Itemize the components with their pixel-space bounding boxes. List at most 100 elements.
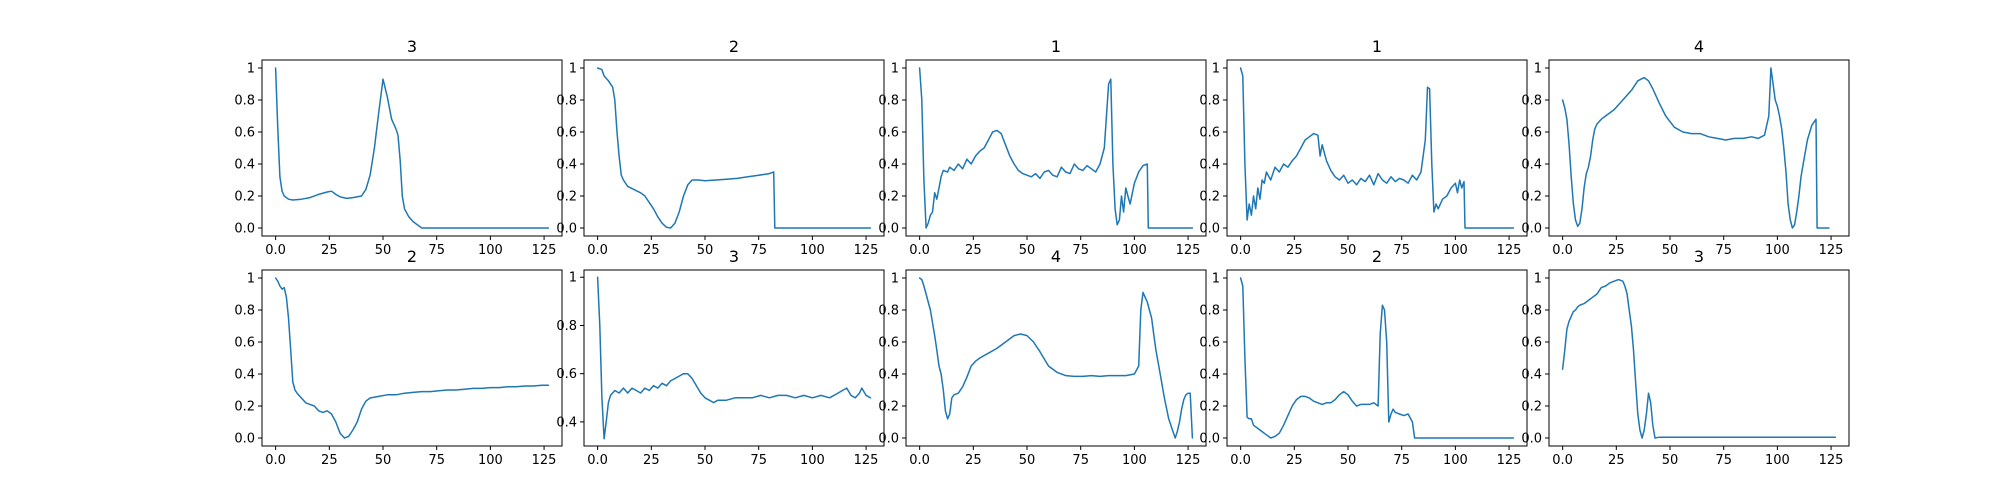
subplot-title: 1	[1372, 37, 1382, 56]
x-tick-label: 75	[1393, 453, 1410, 468]
x-tick-label: 125	[532, 243, 557, 258]
y-tick-label: 0.6	[878, 336, 899, 351]
axes-frame	[905, 59, 1207, 237]
y-tick-label: 0.4	[1199, 158, 1220, 173]
y-tick-label: 0.6	[1199, 336, 1220, 351]
axes-frame	[1226, 269, 1528, 447]
y-tick-label: 0.2	[1521, 190, 1542, 205]
x-tick-label: 100	[478, 453, 503, 468]
subplot-2: 2 0.0 25 50 75 100 125 0.0 0.2 0.4 0.6 0.8 1	[556, 37, 885, 258]
series-line	[918, 67, 1194, 229]
x-tick-label: 25	[1286, 243, 1303, 258]
x-tick-label: 125	[1819, 453, 1844, 468]
series-line	[274, 277, 550, 439]
y-tick-label: 0.2	[556, 190, 577, 205]
y-tick-label: 0.8	[1199, 94, 1220, 109]
x-tick-label: 100	[1122, 243, 1147, 258]
x-tick-label: 125	[1176, 243, 1201, 258]
x-tick-label: 50	[1340, 243, 1357, 258]
y-tick-label: 0.4	[878, 368, 899, 383]
x-tick-label: 100	[1765, 243, 1790, 258]
subplot-3: 1 0.0 25 50 75 100 125 0.0 0.2 0.4 0.6 0.8 1	[878, 37, 1207, 258]
x-tick-label: 0.0	[909, 243, 930, 258]
series-line	[1561, 67, 1830, 229]
x-tick-label: 75	[1393, 243, 1410, 258]
subplot-10: 3 0.0 25 50 75 100 125 0.0 0.2 0.4 0.6 0.8 1	[1521, 247, 1850, 468]
x-tick-label: 0.0	[265, 243, 286, 258]
y-tick-label: 0.2	[1199, 400, 1220, 415]
axes-frame	[1226, 59, 1528, 237]
y-tick-label: 0.6	[1521, 126, 1542, 141]
y-tick-label: 0.0	[878, 222, 899, 237]
y-tick-label: 0.4	[234, 158, 255, 173]
y-tick-label: 0.2	[234, 400, 255, 415]
subplot-title: 3	[1694, 247, 1704, 266]
subplot-title: 3	[729, 247, 739, 266]
x-tick-label: 100	[800, 243, 825, 258]
x-tick-label: 25	[321, 453, 338, 468]
x-tick-label: 25	[643, 453, 660, 468]
x-tick-label: 100	[1443, 243, 1468, 258]
x-tick-label: 125	[1497, 453, 1522, 468]
y-tick-label: 0.6	[878, 126, 899, 141]
x-tick-label: 0.0	[1552, 453, 1573, 468]
x-tick-label: 50	[697, 243, 714, 258]
subplot-title: 3	[407, 37, 417, 56]
y-tick-label: 0.6	[556, 367, 577, 382]
y-tick-label: 0.4	[1521, 158, 1542, 173]
y-tick-label: 1	[1212, 62, 1220, 77]
y-tick-label: 0.0	[234, 222, 255, 237]
x-tick-label: 125	[854, 453, 879, 468]
subplot-4: 1 0.0 25 50 75 100 125 0.0 0.2 0.4 0.6 0.8 1	[1199, 37, 1528, 258]
y-tick-label: 0.8	[556, 319, 577, 334]
x-tick-label: 125	[1497, 243, 1522, 258]
subplot-title: 4	[1051, 247, 1061, 266]
y-tick-label: 0.4	[1199, 368, 1220, 383]
x-tick-label: 50	[375, 243, 392, 258]
y-tick-label: 0.0	[1199, 432, 1220, 447]
y-tick-label: 0.8	[556, 94, 577, 109]
x-tick-label: 100	[478, 243, 503, 258]
x-tick-label: 0.0	[587, 453, 608, 468]
x-tick-label: 50	[1019, 453, 1036, 468]
y-tick-label: 0.0	[234, 432, 255, 447]
subplot-title: 4	[1694, 37, 1704, 56]
y-tick-label: 0.4	[878, 158, 899, 173]
x-tick-label: 25	[1286, 453, 1303, 468]
subplot-9: 2 0.0 25 50 75 100 125 0.0 0.2 0.4 0.6 0.8 1	[1199, 247, 1528, 468]
axes-frame	[1548, 59, 1850, 237]
y-tick-label: 0.0	[1521, 222, 1542, 237]
y-tick-label: 0.4	[556, 158, 577, 173]
y-tick-label: 0.2	[234, 190, 255, 205]
y-tick-label: 1	[247, 272, 255, 287]
y-tick-label: 1	[569, 62, 577, 77]
x-tick-label: 0.0	[1230, 243, 1251, 258]
x-tick-label: 0.0	[1230, 453, 1251, 468]
x-tick-label: 100	[1443, 453, 1468, 468]
x-tick-label: 0.0	[587, 243, 608, 258]
subplot-title: 2	[1372, 247, 1382, 266]
y-tick-label: 0.8	[1521, 304, 1542, 319]
x-tick-label: 25	[965, 243, 982, 258]
y-tick-label: 0.0	[1199, 222, 1220, 237]
x-tick-label: 0.0	[1552, 243, 1573, 258]
x-tick-label: 50	[1019, 243, 1036, 258]
x-tick-label: 75	[428, 453, 445, 468]
axes-frame	[583, 59, 885, 237]
series-line	[1561, 278, 1837, 439]
subplot-8: 4 0.0 25 50 75 100 125 0.0 0.2 0.4 0.6 0.8 1	[878, 247, 1207, 468]
x-tick-label: 50	[697, 453, 714, 468]
x-tick-label: 50	[1340, 453, 1357, 468]
x-tick-label: 0.0	[909, 453, 930, 468]
y-tick-label: 0.6	[234, 126, 255, 141]
y-tick-label: 1	[891, 272, 899, 287]
y-tick-label: 0.8	[234, 304, 255, 319]
axes-frame	[1548, 269, 1850, 447]
x-tick-label: 75	[750, 453, 767, 468]
y-tick-label: 0.2	[878, 400, 899, 415]
y-tick-label: 0.6	[234, 336, 255, 351]
x-tick-label: 25	[1608, 243, 1625, 258]
y-tick-label: 0.2	[1199, 190, 1220, 205]
x-tick-label: 100	[1765, 453, 1790, 468]
